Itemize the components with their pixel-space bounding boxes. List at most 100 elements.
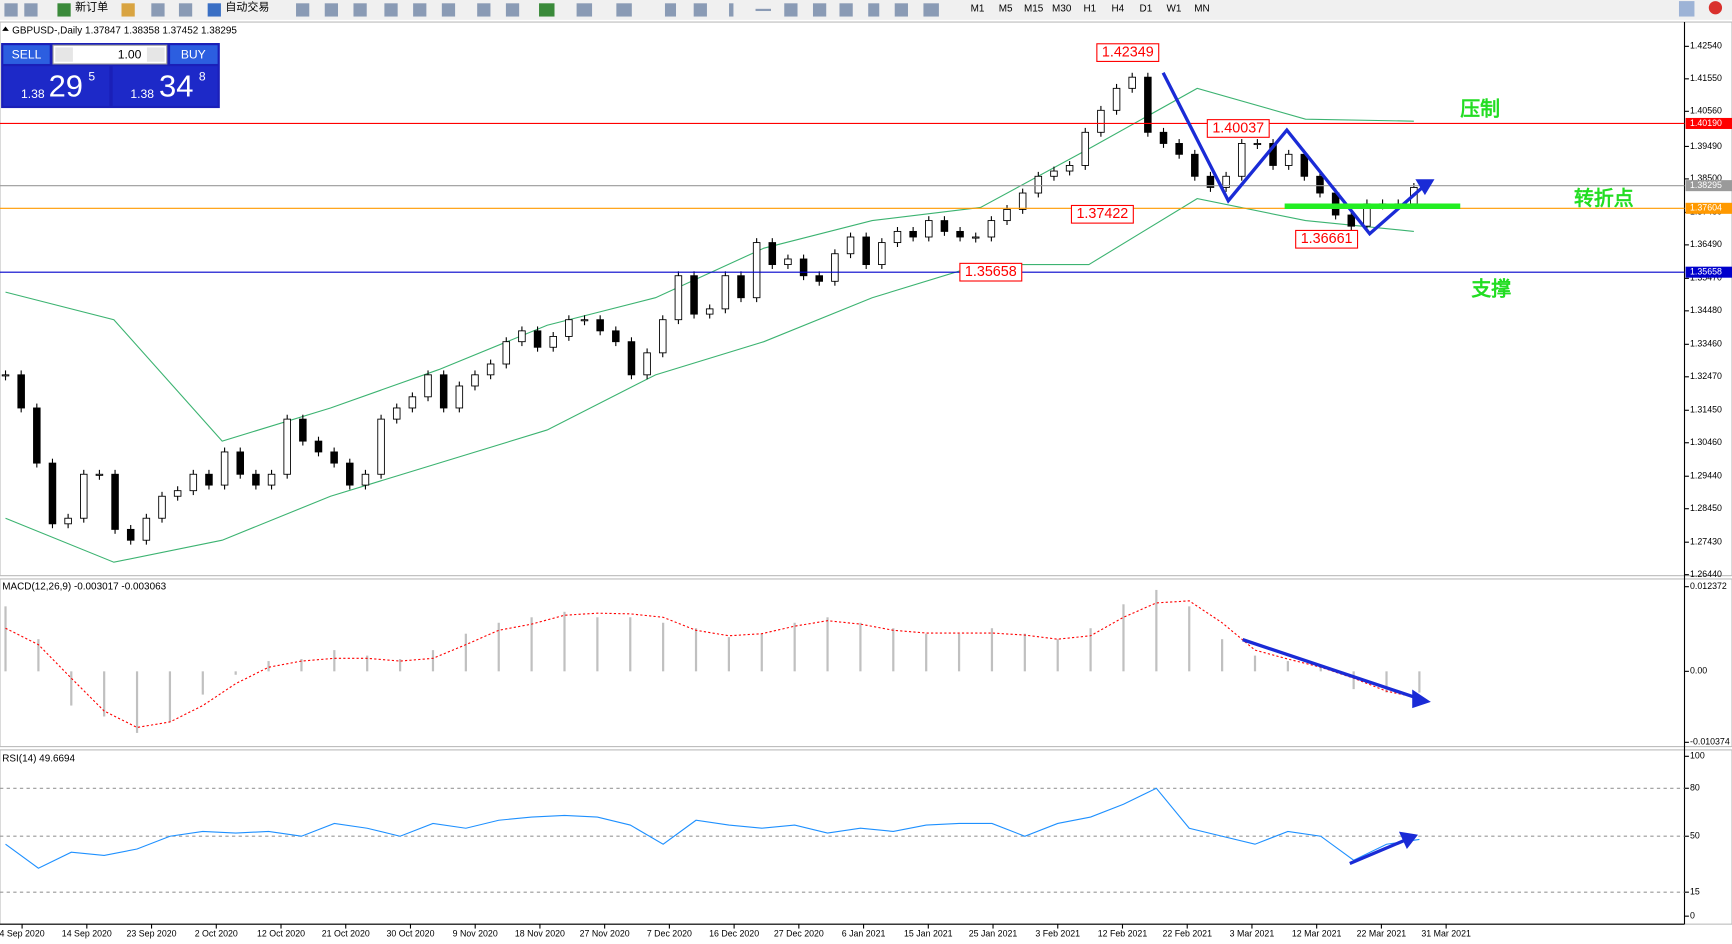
x-tick-label: 31 Mar 2021	[1421, 928, 1471, 938]
icon[interactable]	[539, 3, 555, 17]
icon[interactable]	[693, 3, 707, 17]
candle	[1144, 76, 1152, 133]
timeframe-button[interactable]: H1	[1083, 3, 1096, 14]
icon[interactable]	[894, 3, 908, 17]
lots-input[interactable]	[52, 44, 168, 65]
candle	[815, 275, 823, 282]
candle	[1222, 175, 1230, 188]
timeframe-button[interactable]: D1	[1140, 3, 1153, 14]
icon[interactable]	[664, 3, 677, 17]
candle	[1034, 175, 1043, 194]
candle	[1065, 165, 1074, 172]
macd-bar	[957, 633, 961, 672]
y-tick-label: 1.39490	[1690, 141, 1722, 151]
timeframe-button[interactable]: M5	[999, 3, 1013, 14]
level-label: 1.35658	[1690, 267, 1722, 277]
buy-price[interactable]	[112, 66, 218, 106]
icon[interactable]	[207, 3, 221, 17]
candle	[361, 473, 370, 486]
macd-signal	[5, 600, 1420, 729]
sell-label[interactable]: SELL	[12, 47, 42, 61]
icon[interactable]	[616, 3, 632, 17]
candle	[940, 220, 949, 232]
x-tick-label: 25 Jan 2021	[969, 928, 1018, 938]
x-tick-label: 18 Nov 2020	[515, 928, 565, 938]
candle	[1159, 131, 1168, 144]
lots-down[interactable]	[55, 47, 73, 62]
price-annotation-box	[1295, 229, 1359, 249]
candle	[330, 451, 338, 464]
icon[interactable]	[57, 3, 71, 17]
candle	[752, 242, 761, 299]
icon[interactable]	[413, 3, 427, 17]
macd-bar	[464, 633, 467, 672]
notification-icon[interactable]	[1708, 1, 1723, 15]
icon[interactable]	[353, 3, 367, 17]
sell-big: 1.38	[21, 87, 45, 101]
candle	[1128, 76, 1136, 89]
icon[interactable]	[729, 3, 734, 17]
timeframes: M1 M5 M15 M30 H1 H4 D1 W1 MN	[971, 3, 1210, 14]
level-label: 1.40190	[1690, 118, 1722, 128]
candle	[1081, 131, 1090, 166]
macd-bar	[629, 617, 632, 672]
icon[interactable]	[812, 3, 827, 17]
timeframe-button[interactable]: W1	[1167, 3, 1182, 14]
icon[interactable]	[868, 3, 880, 17]
candle	[1206, 175, 1215, 188]
candle	[126, 528, 135, 541]
x-tick-label: 27 Dec 2020	[774, 928, 824, 938]
buy-label[interactable]: BUY	[181, 47, 206, 61]
sell-frac: 5	[88, 69, 95, 83]
icon[interactable]	[784, 3, 798, 17]
candle	[1175, 143, 1183, 155]
timeframe-button[interactable]: MN	[1194, 3, 1209, 14]
macd-bar	[431, 650, 435, 672]
candle	[455, 385, 464, 409]
icon[interactable]	[4, 3, 18, 17]
macd-bar	[925, 633, 928, 672]
y-tick-label: 1.42540	[1690, 41, 1722, 51]
icon[interactable]	[324, 3, 339, 17]
icon[interactable]	[839, 3, 853, 17]
candle	[1003, 208, 1011, 222]
icon[interactable]	[441, 3, 456, 17]
icon[interactable]	[384, 3, 398, 17]
timeframe-button[interactable]: M1	[971, 3, 985, 14]
icon[interactable]	[151, 3, 165, 17]
icon[interactable]	[121, 3, 135, 17]
macd-bar	[596, 617, 599, 672]
new-order-button[interactable]: 新订单	[75, 0, 108, 14]
search-icon[interactable]	[1678, 1, 1695, 17]
lots-value[interactable]: 1.00	[118, 47, 142, 61]
lots-up[interactable]	[146, 47, 165, 62]
icon[interactable]	[755, 8, 772, 12]
sell-button[interactable]	[3, 45, 50, 64]
symbol-marker	[2, 26, 9, 31]
icon[interactable]	[576, 3, 593, 17]
candle	[220, 451, 229, 486]
icon[interactable]	[923, 3, 939, 17]
buy-button[interactable]	[170, 45, 218, 64]
sell-pips: 29	[49, 68, 83, 103]
level-label: 1.37604	[1690, 203, 1722, 213]
timeframe-button[interactable]: H4	[1111, 3, 1124, 14]
x-tick-label: 22 Feb 2021	[1162, 928, 1212, 938]
auto-trading-button[interactable]: 自动交易	[225, 0, 269, 14]
level-tag	[1685, 117, 1732, 129]
buy-pips: 34	[159, 68, 193, 103]
timeframe-button[interactable]: M15	[1024, 3, 1044, 14]
macd-bar	[859, 622, 862, 672]
icon[interactable]	[505, 3, 520, 17]
icon[interactable]	[477, 3, 491, 17]
x-tick-label: 15 Jan 2021	[904, 928, 953, 938]
icon[interactable]	[178, 3, 193, 17]
arrow-head	[1415, 179, 1435, 196]
y-tick-label: 1.36490	[1690, 239, 1722, 249]
icon[interactable]	[24, 3, 38, 17]
timeframe-button[interactable]: M30	[1052, 3, 1072, 14]
icon[interactable]	[296, 3, 310, 17]
macd-bar	[1319, 664, 1322, 672]
sell-price[interactable]	[3, 66, 110, 106]
